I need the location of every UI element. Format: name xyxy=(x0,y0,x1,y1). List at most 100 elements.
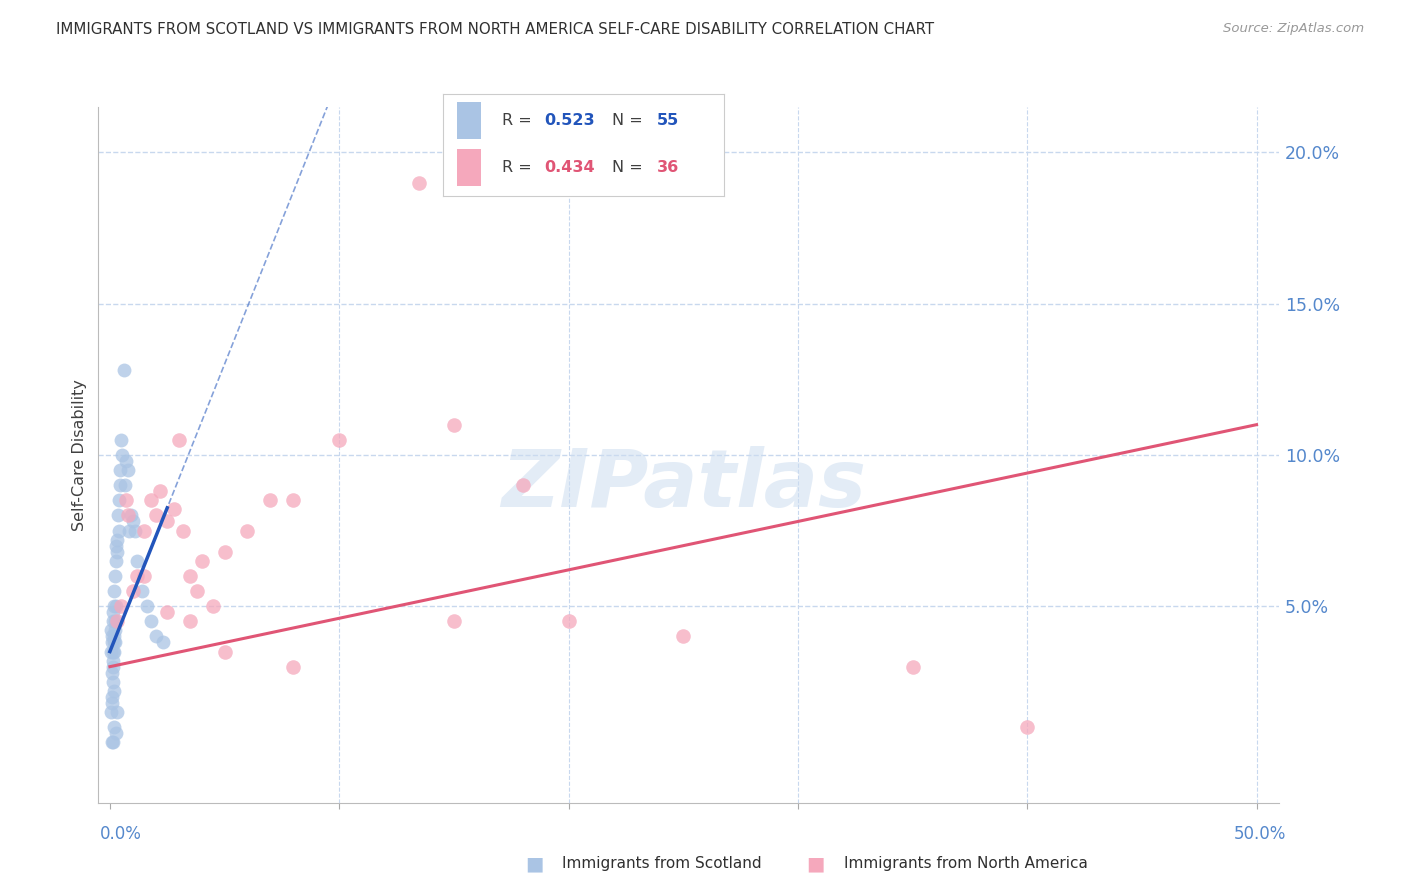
Point xyxy=(104,599,127,614)
Point xyxy=(110,463,132,477)
Text: N =: N = xyxy=(612,113,643,128)
Point xyxy=(107,524,129,538)
Point xyxy=(283,659,305,673)
Point xyxy=(101,635,124,649)
Point xyxy=(104,635,127,649)
Point xyxy=(156,605,179,619)
Point xyxy=(408,176,430,190)
Point xyxy=(104,615,127,629)
Point xyxy=(117,508,139,523)
Text: 0.0%: 0.0% xyxy=(100,825,142,843)
Point xyxy=(104,624,127,638)
Point xyxy=(214,545,236,559)
Point xyxy=(112,363,135,377)
Point xyxy=(105,539,128,553)
Point xyxy=(105,615,128,629)
Point xyxy=(172,524,194,538)
Point xyxy=(103,644,125,658)
Point xyxy=(101,665,124,680)
Point xyxy=(236,524,259,538)
Point xyxy=(103,584,125,599)
Point xyxy=(101,674,124,689)
Text: IMMIGRANTS FROM SCOTLAND VS IMMIGRANTS FROM NORTH AMERICA SELF-CARE DISABILITY C: IMMIGRANTS FROM SCOTLAND VS IMMIGRANTS F… xyxy=(56,22,935,37)
Point xyxy=(135,599,157,614)
Point xyxy=(127,569,149,583)
Point xyxy=(111,448,134,462)
Point xyxy=(283,493,305,508)
Point xyxy=(214,644,236,658)
Point xyxy=(103,629,125,643)
Point xyxy=(152,635,174,649)
Text: 50.0%: 50.0% xyxy=(1234,825,1286,843)
Point xyxy=(328,433,350,447)
Point xyxy=(117,463,139,477)
Point xyxy=(101,659,124,673)
Point xyxy=(100,624,122,638)
Text: ■: ■ xyxy=(806,854,825,873)
Text: R =: R = xyxy=(502,160,531,175)
Point xyxy=(141,615,163,629)
Point xyxy=(121,515,143,529)
Text: Immigrants from North America: Immigrants from North America xyxy=(844,856,1087,871)
Point xyxy=(115,454,138,468)
Point xyxy=(145,508,167,523)
Text: R =: R = xyxy=(502,113,531,128)
Point xyxy=(186,584,208,599)
Point xyxy=(124,524,146,538)
Point xyxy=(110,599,132,614)
Point xyxy=(202,599,225,614)
Text: ■: ■ xyxy=(524,854,544,873)
Point xyxy=(672,629,695,643)
Point xyxy=(121,584,143,599)
Point xyxy=(145,629,167,643)
Point xyxy=(179,615,201,629)
Point xyxy=(259,493,281,508)
Point xyxy=(127,554,149,568)
Point xyxy=(100,690,122,704)
Text: 0.434: 0.434 xyxy=(544,160,595,175)
Point xyxy=(101,615,124,629)
Text: 0.523: 0.523 xyxy=(544,113,595,128)
Point xyxy=(103,605,125,619)
Point xyxy=(104,726,127,740)
Point xyxy=(107,508,129,523)
Point xyxy=(103,644,125,658)
Bar xyxy=(457,102,481,139)
Point xyxy=(179,569,201,583)
Point xyxy=(104,569,127,583)
Point xyxy=(118,524,141,538)
Point xyxy=(156,515,179,529)
Text: ZIPatlas: ZIPatlas xyxy=(501,446,866,524)
Point xyxy=(105,545,128,559)
Point xyxy=(134,569,156,583)
Point xyxy=(100,705,122,719)
Point xyxy=(104,554,127,568)
Point xyxy=(114,478,136,492)
Point xyxy=(901,659,924,673)
Text: Immigrants from Scotland: Immigrants from Scotland xyxy=(562,856,762,871)
Point xyxy=(101,696,124,710)
Point xyxy=(131,584,153,599)
Point xyxy=(134,524,156,538)
Point xyxy=(149,484,172,499)
Point xyxy=(120,508,142,523)
Point xyxy=(110,433,132,447)
Text: Source: ZipAtlas.com: Source: ZipAtlas.com xyxy=(1223,22,1364,36)
Point xyxy=(101,735,124,749)
Point xyxy=(101,629,124,643)
Y-axis label: Self-Care Disability: Self-Care Disability xyxy=(72,379,87,531)
Point xyxy=(103,720,125,734)
Point xyxy=(100,644,122,658)
Text: 36: 36 xyxy=(657,160,679,175)
Point xyxy=(108,493,131,508)
Point xyxy=(108,478,131,492)
Point xyxy=(103,599,125,614)
Point xyxy=(190,554,212,568)
Text: N =: N = xyxy=(612,160,643,175)
Point xyxy=(512,478,534,492)
Bar xyxy=(457,149,481,186)
Point xyxy=(443,615,465,629)
Point xyxy=(101,654,124,668)
Point xyxy=(1017,720,1039,734)
Text: 55: 55 xyxy=(657,113,679,128)
